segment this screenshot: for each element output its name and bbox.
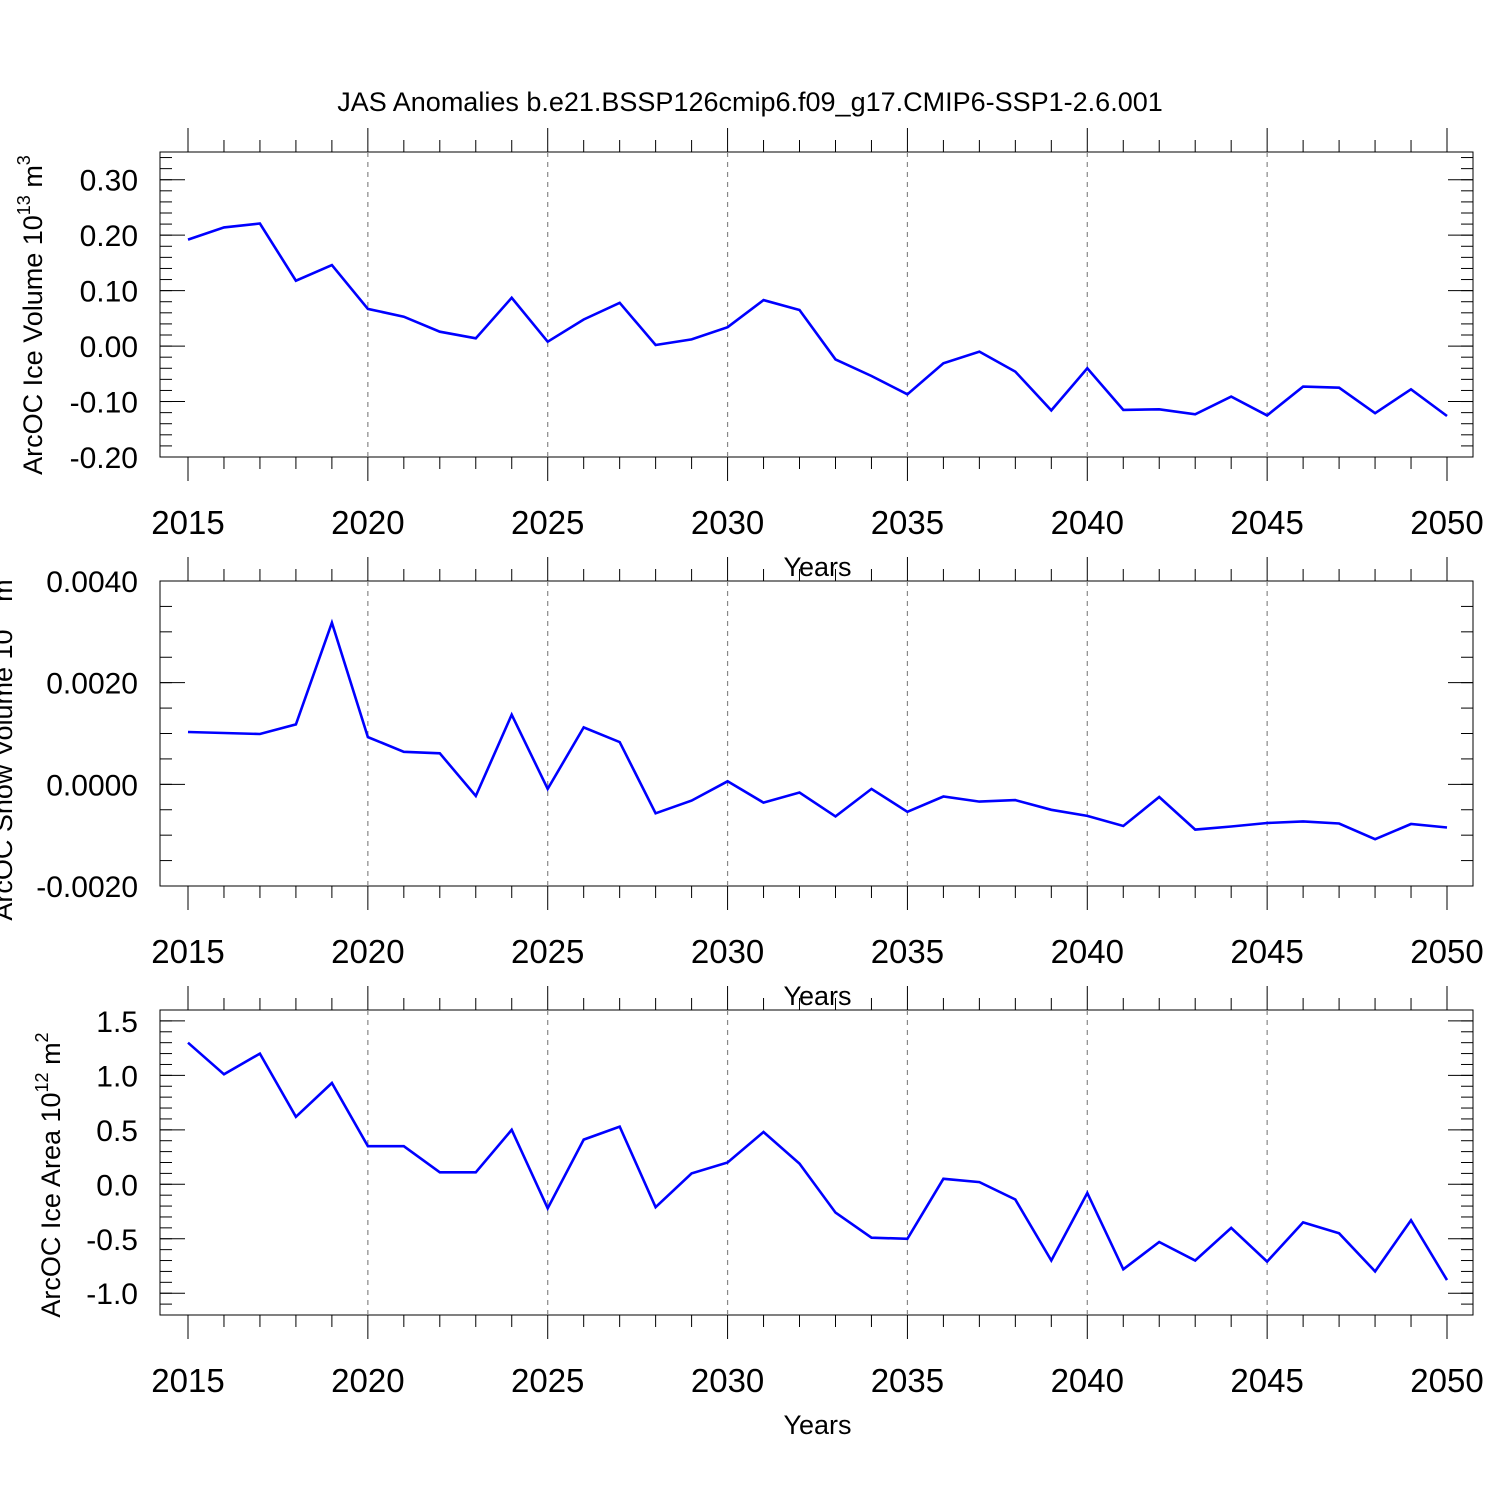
x-tick-label: 2035 <box>871 504 944 541</box>
x-axis-label: Years <box>783 1410 851 1440</box>
y-tick-label: -1.0 <box>86 1278 138 1311</box>
x-tick-label: 2050 <box>1410 1362 1483 1399</box>
x-tick-label: 2050 <box>1410 933 1483 970</box>
figure-title: JAS Anomalies b.e21.BSSP126cmip6.f09_g17… <box>337 87 1163 117</box>
x-tick-label: 2025 <box>511 1362 584 1399</box>
y-axis-label: ArcOC Snow Volume 1013 m3 <box>0 569 18 920</box>
y-axis-label: ArcOC Ice Volume 1013 m3 <box>14 155 48 475</box>
series-line <box>187 222 1448 418</box>
y-tick-label: -0.20 <box>70 442 138 475</box>
x-tick-label: 2045 <box>1230 1362 1303 1399</box>
x-axis-label: Years <box>783 552 851 582</box>
x-tick-label: 2045 <box>1230 933 1303 970</box>
x-tick-label: 2040 <box>1051 933 1124 970</box>
x-tick-label: 2030 <box>691 933 764 970</box>
x-tick-label: 2020 <box>331 504 404 541</box>
x-tick-label: 2050 <box>1410 504 1483 541</box>
x-tick-label: 2015 <box>151 1362 224 1399</box>
x-tick-label: 2030 <box>691 1362 764 1399</box>
x-tick-label: 2030 <box>691 504 764 541</box>
y-tick-label: 0.30 <box>80 165 138 198</box>
y-tick-label: 0.10 <box>80 276 138 309</box>
series-line <box>187 1041 1449 1281</box>
x-tick-label: 2020 <box>331 1362 404 1399</box>
y-tick-label: 0.20 <box>80 220 138 253</box>
plot-frame <box>159 151 1474 458</box>
y-tick-label: 0.00 <box>80 331 138 364</box>
x-tick-label: 2040 <box>1051 504 1124 541</box>
x-tick-label: 2035 <box>871 933 944 970</box>
y-tick-label: 0.0020 <box>46 668 138 701</box>
y-tick-label: 0.0 <box>96 1169 138 1202</box>
x-tick-label: 2015 <box>151 504 224 541</box>
y-tick-label: 0.0000 <box>46 769 138 802</box>
x-tick-label: 2025 <box>511 933 584 970</box>
x-tick-label: 2035 <box>871 1362 944 1399</box>
y-tick-label: -0.10 <box>70 387 138 420</box>
series-line <box>187 618 1448 841</box>
panel-1: 2015 2020 2025 2030 2035 2040 2045 2050 -0.20 -0.… <box>14 128 1484 582</box>
y-axis-label: ArcOC Ice Area 1012 m2 <box>32 1032 66 1317</box>
y-tick-label: -0.0020 <box>36 871 138 904</box>
x-tick-label: 2015 <box>151 933 224 970</box>
y-tick-label: 0.0040 <box>46 566 138 599</box>
x-tick-label: 2045 <box>1230 504 1303 541</box>
y-tick-label: 1.5 <box>96 1006 138 1039</box>
x-tick-label: 2040 <box>1051 1362 1124 1399</box>
y-tick-label: 0.5 <box>96 1115 138 1148</box>
panel-2: 2015 2020 2025 2030 2035 2040 2045 2050 -0.0020 0… <box>0 557 1484 1011</box>
y-tick-label: -0.5 <box>86 1224 138 1257</box>
x-tick-label: 2020 <box>331 933 404 970</box>
y-tick-label: 1.0 <box>96 1060 138 1093</box>
panel-3: 2015 2020 2025 2030 2035 2040 2045 2050 -1.0 -0.5… <box>32 986 1484 1440</box>
x-tick-label: 2025 <box>511 504 584 541</box>
x-axis-label: Years <box>783 981 851 1011</box>
